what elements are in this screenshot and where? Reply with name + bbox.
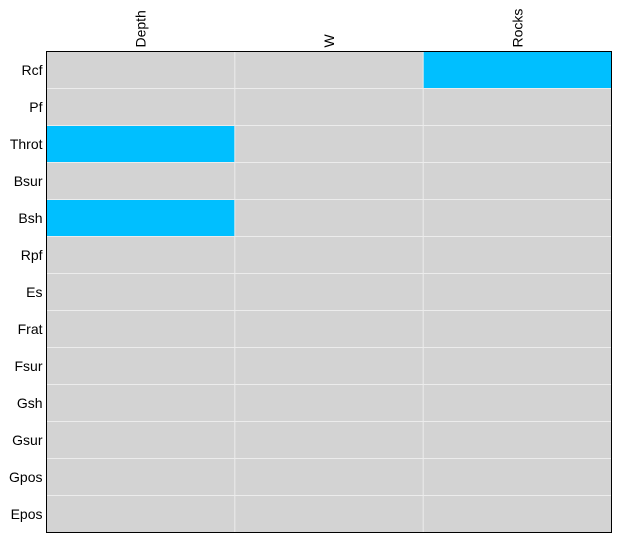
heatmap-cell-bsh-rocks (423, 199, 612, 237)
heatmap-cell-fsur-depth (46, 347, 235, 385)
heatmap-cell-es-rocks (423, 273, 612, 311)
heatmap-cell-frat-w (234, 310, 424, 348)
heatmap-cell-gsur-w (234, 421, 424, 459)
heatmap-cell-bsur-depth (46, 162, 235, 200)
heatmap-cell-gpos-w (234, 458, 424, 496)
column-label-rocks: Rocks (509, 9, 525, 48)
cells-layer (46, 51, 612, 533)
heatmap-cell-fsur-w (234, 347, 424, 385)
row-labels: Rcf Pf Throt Bsur Bsh Rpf Es Frat Fsur Gsh Gsur Gpo… (9, 62, 43, 522)
heatmap-cell-gsh-w (234, 384, 424, 422)
heatmap-cell-pf-depth (46, 88, 235, 126)
heatmap-cell-rcf-w (234, 51, 424, 89)
heatmap-cell-bsh-w (234, 199, 424, 237)
column-labels: Depth W Rocks (133, 9, 526, 48)
heatmap-cell-epos-depth (46, 495, 235, 533)
row-label-epos: Epos (11, 506, 43, 522)
heatmap-cell-throt-depth (46, 125, 235, 163)
heatmap-cell-frat-rocks (423, 310, 612, 348)
column-label-w: W (321, 34, 337, 48)
heatmap-cell-throt-w (234, 125, 424, 163)
heatmap-cell-rpf-rocks (423, 236, 612, 274)
row-label-frat: Frat (18, 321, 43, 337)
heatmap-cell-gpos-depth (46, 458, 235, 496)
heatmap-cell-es-depth (46, 273, 235, 311)
heatmap-cell-gsh-rocks (423, 384, 612, 422)
heatmap-cell-rcf-rocks (423, 51, 612, 89)
heatmap-cell-gpos-rocks (423, 458, 612, 496)
row-label-rpf: Rpf (21, 247, 43, 263)
heatmap-cell-es-w (234, 273, 424, 311)
column-label-depth: Depth (133, 10, 149, 47)
row-label-gsur: Gsur (12, 432, 43, 448)
row-label-bsh: Bsh (18, 210, 42, 226)
row-label-fsur: Fsur (15, 358, 43, 374)
heatmap-cell-throt-rocks (423, 125, 612, 163)
row-label-pf: Pf (29, 99, 42, 115)
heatmap-cell-bsur-w (234, 162, 424, 200)
plot-border (46, 51, 612, 533)
heatmap-cell-rpf-w (234, 236, 424, 274)
heatmap-cell-bsh-depth (46, 199, 235, 237)
row-label-es: Es (26, 284, 42, 300)
heatmap-cell-pf-w (234, 88, 424, 126)
heatmap-cell-bsur-rocks (423, 162, 612, 200)
heatmap-cell-epos-w (234, 495, 424, 533)
heatmap-cell-gsur-depth (46, 421, 235, 459)
heatmap-cell-pf-rocks (423, 88, 612, 126)
heatmap-cell-frat-depth (46, 310, 235, 348)
row-label-bsur: Bsur (14, 173, 43, 189)
row-label-gsh: Gsh (17, 395, 43, 411)
row-label-rcf: Rcf (22, 62, 43, 78)
row-label-gpos: Gpos (9, 469, 42, 485)
heatmap-cell-epos-rocks (423, 495, 612, 533)
heatmap-cell-gsur-rocks (423, 421, 612, 459)
heatmap-cell-rpf-depth (46, 236, 235, 274)
heatmap-cell-rcf-depth (46, 51, 235, 89)
heatmap-cell-gsh-depth (46, 384, 235, 422)
heatmap-cell-fsur-rocks (423, 347, 612, 385)
row-label-throt: Throt (10, 136, 43, 152)
grid-layer (46, 51, 612, 533)
